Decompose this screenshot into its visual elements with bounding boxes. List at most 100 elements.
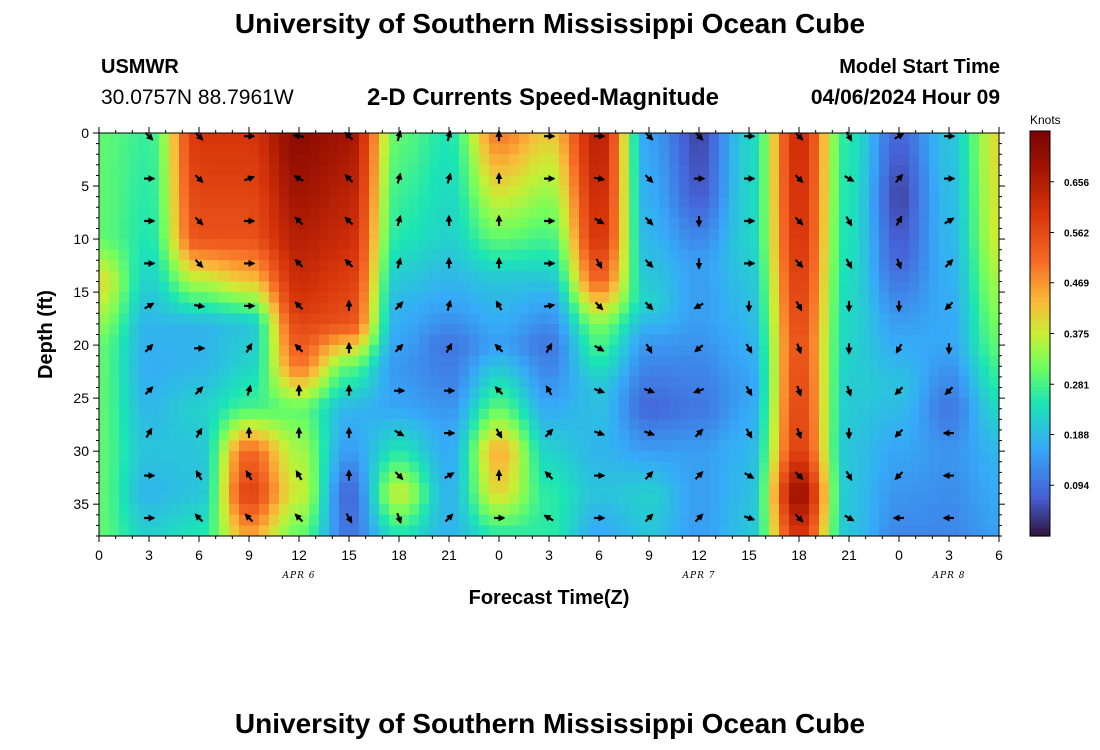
heatmap-cell (329, 345, 340, 357)
heatmap-cell (589, 419, 600, 431)
heatmap-cell (869, 186, 880, 198)
heatmap-cell (349, 207, 360, 219)
heatmap-cell (359, 270, 370, 283)
current-arrow (645, 343, 653, 354)
heatmap-cell (149, 525, 160, 537)
heatmap-cell (659, 366, 670, 378)
heatmap-cell (279, 334, 290, 346)
heatmap-cell (579, 472, 590, 484)
current-arrow (745, 343, 753, 354)
heatmap-cell (499, 408, 510, 420)
heatmap-cell (639, 482, 650, 495)
heatmap-cell (579, 260, 590, 272)
heatmap-cell (199, 249, 210, 261)
heatmap-cell (869, 525, 880, 537)
heatmap-cell (459, 419, 470, 431)
heatmap-cell (279, 429, 290, 442)
heatmap-cell (989, 239, 1000, 251)
heatmap-cell (309, 249, 320, 261)
heatmap-cell (989, 345, 1000, 357)
heatmap-cell (879, 419, 890, 431)
heatmap-cell (379, 429, 390, 442)
heatmap-cell (899, 398, 910, 410)
heatmap-cell (669, 207, 680, 219)
heatmap-cell (339, 334, 350, 346)
heatmap-cell (159, 292, 170, 304)
heatmap-cell (379, 175, 390, 187)
heatmap-cell (529, 133, 540, 145)
heatmap-cell (249, 270, 260, 283)
heatmap-cell (99, 461, 110, 473)
heatmap-cell (209, 175, 220, 187)
heatmap-cell (489, 366, 500, 378)
heatmap-cell (519, 334, 530, 346)
heatmap-cell (529, 387, 540, 399)
heatmap-cell (709, 398, 720, 410)
heatmap-cell (459, 154, 470, 166)
heatmap-cell (369, 239, 380, 251)
heatmap-cell (399, 387, 410, 399)
heatmap-cell (769, 154, 780, 166)
heatmap-cell (289, 472, 300, 484)
heatmap-cell (969, 419, 980, 431)
heatmap-cell (599, 429, 610, 442)
heatmap-cell (239, 440, 250, 452)
colorbar-segment (1030, 369, 1050, 375)
heatmap-cell (989, 525, 1000, 537)
heatmap-cell (409, 186, 420, 198)
heatmap-cell (989, 398, 1000, 410)
heatmap-cell (319, 376, 330, 389)
current-arrow (194, 513, 204, 523)
heatmap-cell (779, 525, 790, 537)
heatmap-cell (109, 228, 120, 240)
heatmap-cell (879, 493, 890, 505)
heatmap-cell (749, 525, 760, 537)
heatmap-cell (809, 366, 820, 378)
heatmap-cell (559, 366, 570, 378)
heatmap-cell (229, 472, 240, 484)
heatmap-cell (589, 175, 600, 187)
heatmap-cell (729, 186, 740, 198)
heatmap-cell (819, 313, 830, 325)
heatmap-cell (259, 302, 270, 314)
heatmap-cell (319, 323, 330, 336)
heatmap-cell (279, 482, 290, 495)
colorbar-tick-label: 0.188 (1064, 430, 1089, 441)
heatmap-cell (899, 239, 910, 251)
heatmap-cell (879, 186, 890, 198)
colorbar-segment (1030, 224, 1050, 229)
heatmap-cell (459, 217, 470, 230)
heatmap-cell (629, 143, 640, 155)
heatmap-cell (219, 387, 230, 399)
heatmap-cell (909, 207, 920, 219)
heatmap-cell (439, 482, 450, 495)
heatmap-cell (569, 440, 580, 452)
heatmap-cell (199, 270, 210, 283)
heatmap-cell (909, 345, 920, 357)
heatmap-cell (549, 429, 560, 442)
heatmap-cell (959, 334, 970, 346)
heatmap-cell (229, 175, 240, 187)
heatmap-cell (689, 440, 700, 452)
heatmap-cell (259, 408, 270, 420)
heatmap-cell (569, 376, 580, 389)
heatmap-cell (639, 302, 650, 314)
heatmap-cell (239, 175, 250, 187)
heatmap-cell (779, 239, 790, 251)
heatmap-cell (529, 334, 540, 346)
heatmap-cell (659, 387, 670, 399)
heatmap-cell (169, 175, 180, 187)
heatmap-cell (179, 175, 190, 187)
heatmap-cell (649, 355, 660, 367)
heatmap-cell (279, 387, 290, 399)
heatmap-cell (929, 260, 940, 272)
heatmap-cell (789, 461, 800, 473)
heatmap-cell (789, 440, 800, 452)
heatmap-cell (219, 143, 230, 155)
heatmap-cell (389, 217, 400, 230)
heatmap-cell (539, 461, 550, 473)
heatmap-cell (619, 164, 630, 177)
heatmap-cell (829, 355, 840, 367)
heatmap-cell (319, 196, 330, 208)
